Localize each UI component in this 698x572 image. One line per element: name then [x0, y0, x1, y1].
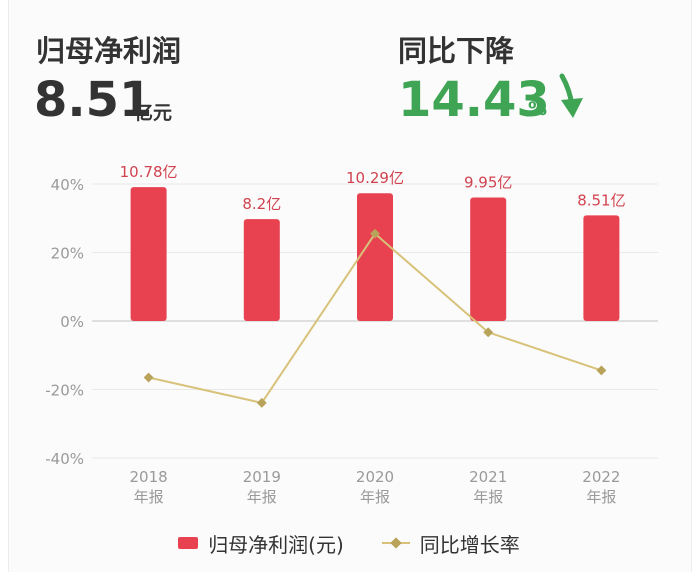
y-tick-label: 20% [51, 245, 84, 263]
legend-item-growth: 同比增长率 [381, 529, 520, 558]
y-tick-label: -20% [45, 382, 84, 400]
x-tick-label: 2019 年报 [243, 468, 281, 506]
legend-line-swatch [381, 536, 410, 550]
bar-value-label: 10.29亿 [346, 169, 404, 187]
y-tick-label: 40% [51, 176, 84, 194]
change-unit: % [528, 98, 548, 120]
growth-point [596, 365, 607, 376]
arrow-down-icon [559, 73, 583, 118]
bar [243, 219, 280, 321]
growth-point [256, 397, 267, 408]
profit-value: 8.51 [34, 72, 153, 128]
profit-label: 归母净利润 [36, 34, 182, 68]
legend-bar-swatch [178, 537, 199, 549]
bar [470, 197, 507, 321]
bar-value-label: 10.78亿 [120, 163, 178, 181]
legend-item-profit: 归母净利润(元) [178, 529, 344, 558]
bar [130, 187, 167, 321]
bar-value-label: 8.51亿 [577, 191, 625, 209]
x-tick-label: 2020 年报 [356, 468, 394, 506]
profit-chart: 40% 20% 0% -20% -40% 10.78亿 8.2亿 10.29亿 9.95亿 8.5… [45, 163, 658, 506]
profit-unit: 亿元 [134, 102, 173, 124]
card-background [8, 0, 692, 572]
growth-point [483, 327, 494, 338]
legend-label-growth: 同比增长率 [419, 532, 520, 557]
bar-value-label: 9.95亿 [464, 173, 512, 191]
change-label: 同比下降 [398, 34, 515, 68]
change-value: 14.43 [398, 72, 550, 128]
bar [583, 215, 620, 321]
x-tick-label: 2022 年报 [582, 468, 620, 506]
y-tick-label: 0% [60, 313, 84, 331]
chart-legend: 归母净利润(元) 同比增长率 [0, 528, 698, 558]
bar-value-label: 8.2亿 [242, 195, 281, 213]
growth-point [143, 372, 154, 383]
x-tick-label: 2018 年报 [130, 468, 168, 506]
legend-label-profit: 归母净利润(元) [208, 532, 344, 557]
bar [357, 193, 393, 321]
y-tick-label: -40% [45, 450, 84, 468]
growth-point [370, 228, 380, 239]
x-tick-label: 2021 年报 [469, 468, 507, 506]
